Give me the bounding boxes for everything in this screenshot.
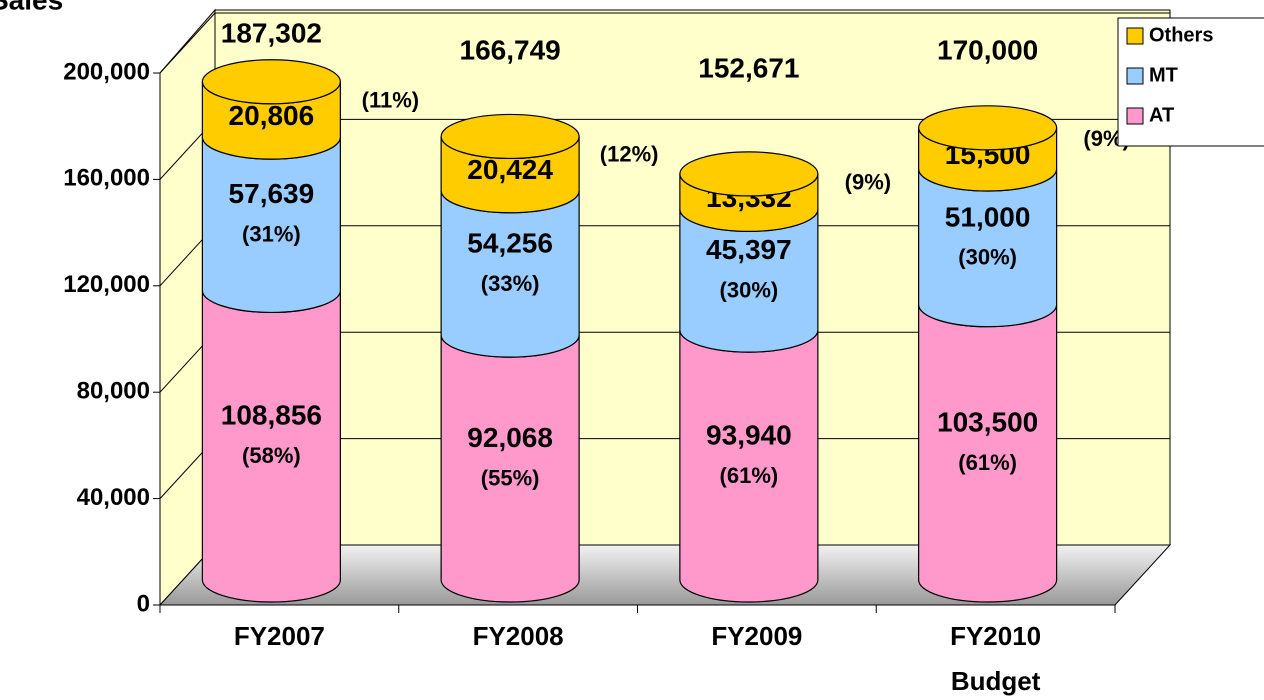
percent-label: (11%) (362, 87, 419, 112)
percent-label: (55%) (481, 465, 540, 490)
y-tick-label: 200,000 (63, 58, 150, 85)
percent-label: (31%) (242, 222, 301, 247)
total-label: 152,671 (698, 52, 799, 83)
legend-swatch (1126, 107, 1144, 125)
value-label: 20,806 (229, 100, 315, 131)
value-label: 54,256 (467, 227, 553, 258)
percent-label: (33%) (481, 271, 540, 296)
value-label: 57,639 (229, 178, 315, 209)
percent-label: (58%) (242, 443, 301, 468)
value-label: 51,000 (945, 201, 1031, 232)
x-tick-label: Budget (951, 666, 1041, 696)
percent-label: (61%) (958, 450, 1017, 475)
total-label: 166,749 (460, 34, 561, 65)
value-label: 45,397 (706, 234, 792, 265)
cylinder-top (201, 59, 341, 105)
y-tick-label: 0 (137, 590, 150, 617)
value-label: 92,068 (467, 422, 553, 453)
value-label: 103,500 (937, 407, 1038, 438)
y-tick-label: 80,000 (77, 378, 150, 405)
legend-label: Others (1149, 24, 1213, 46)
total-label: 170,000 (937, 34, 1038, 65)
percent-label: (12%) (600, 141, 659, 166)
y-tick-label: 40,000 (77, 484, 150, 511)
y-tick-label: 120,000 (63, 271, 150, 298)
percent-label: (30%) (720, 278, 779, 303)
value-label: 108,856 (221, 400, 322, 431)
value-label: 93,940 (706, 419, 792, 450)
cylinder-top (679, 151, 819, 197)
percent-label: (9%) (845, 169, 891, 194)
legend-label: AT (1149, 104, 1174, 126)
percent-label: (61%) (720, 463, 779, 488)
x-tick-label: FY2010 (950, 621, 1041, 651)
x-tick-label: FY2007 (234, 621, 325, 651)
y-axis-label: Sales (0, 0, 63, 15)
cylinder-top (918, 105, 1058, 151)
legend-label: MT (1149, 64, 1178, 86)
x-tick-label: FY2009 (711, 621, 802, 651)
cylinder-top (440, 113, 580, 160)
y-tick-label: 160,000 (63, 165, 150, 192)
percent-label: (30%) (958, 245, 1017, 270)
value-label: 20,424 (467, 154, 553, 185)
grid-line (159, 12, 216, 74)
legend-swatch (1126, 67, 1144, 85)
total-label: 187,302 (221, 17, 322, 48)
legend-swatch (1126, 27, 1144, 45)
x-tick-label: FY2008 (473, 621, 564, 651)
